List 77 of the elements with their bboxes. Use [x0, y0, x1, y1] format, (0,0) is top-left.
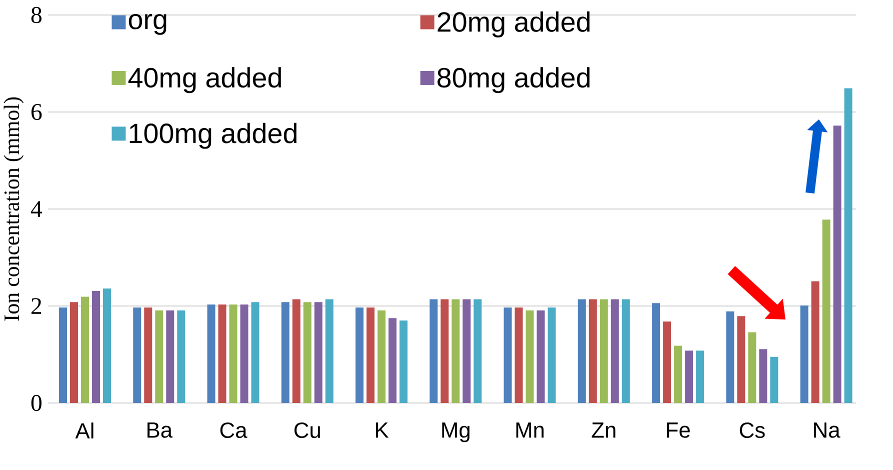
- bar: [462, 299, 471, 403]
- x-tick-label: Mn: [516, 422, 544, 438]
- bar: [218, 304, 226, 403]
- bar: [103, 288, 111, 403]
- x-tick-label: K: [376, 422, 389, 438]
- bar: [452, 299, 460, 403]
- bar: [378, 310, 386, 403]
- bar: [696, 350, 704, 403]
- bar: [281, 302, 290, 403]
- legend-label: 100mg added: [130, 122, 296, 149]
- x-tick-label: Mg: [442, 422, 470, 442]
- bar: [536, 310, 545, 403]
- bar: [388, 318, 397, 403]
- bar: [430, 299, 438, 403]
- x-tick-label: Cs: [740, 422, 765, 438]
- bar: [726, 311, 734, 403]
- legend-label: 80mg added: [438, 67, 590, 94]
- bar: [133, 307, 142, 403]
- bar: [663, 322, 672, 403]
- x-tick-label: Fe: [667, 422, 690, 438]
- x-tick-label: Cu: [294, 422, 320, 438]
- x-tick-label: Zn: [592, 422, 616, 438]
- bar: [207, 304, 216, 403]
- bar: [800, 306, 808, 403]
- bar: [748, 332, 756, 403]
- bar: [356, 307, 364, 403]
- y-tick-label: 2: [32, 298, 42, 314]
- bar: [325, 299, 334, 403]
- bar: [92, 290, 100, 403]
- bar: [474, 299, 482, 403]
- x-tick-label: Al: [75, 422, 94, 438]
- bar: [59, 307, 67, 403]
- bar: [600, 299, 608, 403]
- bar: [166, 310, 174, 403]
- bar: [240, 304, 248, 403]
- bar: [674, 346, 682, 403]
- legend-label: 20mg added: [438, 11, 590, 38]
- bar: [759, 349, 768, 403]
- bar: [70, 302, 78, 403]
- bar: [526, 310, 534, 403]
- bar: [251, 302, 260, 403]
- x-tick-label: Na: [814, 422, 840, 438]
- bar: [610, 299, 619, 403]
- bar: [811, 281, 820, 403]
- bar: [366, 307, 375, 403]
- bar: [440, 299, 449, 403]
- y-tick-label: 6: [31, 104, 42, 120]
- bar: [81, 296, 89, 403]
- bar: [514, 307, 523, 403]
- y-tick-label: 4: [30, 201, 42, 217]
- bar: [177, 310, 186, 403]
- bar: [400, 320, 408, 403]
- bar: [833, 126, 842, 403]
- bar: [303, 302, 312, 403]
- x-tick-label: Ba: [148, 422, 173, 438]
- bar: [822, 220, 830, 403]
- x-tick-label: Ca: [220, 422, 248, 438]
- y-tick-label: 0: [31, 394, 42, 412]
- bar: [844, 88, 852, 403]
- legend-label: org: [128, 14, 166, 35]
- bar: [622, 299, 630, 403]
- bar: [588, 299, 597, 403]
- y-axis-title: Ion concentration (mmol): [4, 97, 24, 321]
- bar: [229, 304, 238, 403]
- bar: [144, 307, 152, 403]
- bar: [504, 307, 512, 403]
- bar: [770, 356, 778, 403]
- bar: [685, 350, 694, 403]
- y-tick-label: 8: [31, 6, 42, 24]
- legend-label: 40mg added: [128, 67, 281, 94]
- bar: [548, 307, 556, 403]
- bar: [292, 299, 300, 403]
- bar: [737, 316, 746, 403]
- bar: [578, 299, 586, 403]
- bar: [652, 303, 660, 403]
- bar: [155, 310, 164, 403]
- bar: [314, 302, 322, 403]
